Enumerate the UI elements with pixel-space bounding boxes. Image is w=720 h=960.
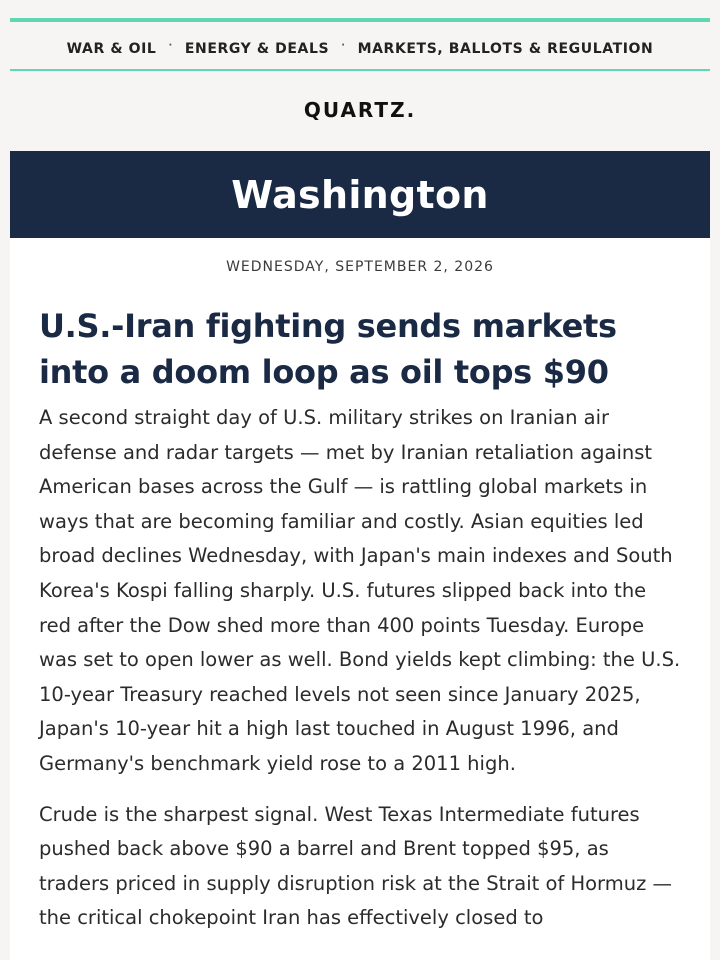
- nav-link-markets-ballots-regulation[interactable]: MARKETS, BALLOTS & REGULATION: [357, 41, 654, 57]
- nav-separator: ·: [341, 39, 346, 51]
- newsletter-banner: Washington: [10, 151, 710, 238]
- issue-date: WEDNESDAY, SEPTEMBER 2, 2026: [226, 259, 494, 275]
- nav-link-energy-deals[interactable]: ENERGY & DEALS: [184, 41, 330, 57]
- section-nav: WAR & OIL · ENERGY & DEALS · MARKETS, BA…: [10, 38, 710, 60]
- article: U.S.-Iran fighting sends markets into a …: [10, 303, 710, 936]
- quartz-logo[interactable]: QUARTZ.: [303, 98, 417, 122]
- nav-link-war-oil[interactable]: WAR & OIL: [66, 41, 157, 57]
- nav-accent-rule: [10, 69, 710, 71]
- article-paragraph: A second straight day of U.S. military s…: [39, 406, 681, 775]
- nav-separator: ·: [168, 39, 173, 51]
- top-accent-rule: [10, 18, 710, 22]
- newsletter-title: Washington: [231, 172, 489, 217]
- article-paragraph: Crude is the sharpest signal. West Texas…: [39, 802, 673, 930]
- article-headline: U.S.-Iran fighting sends markets into a …: [39, 307, 617, 391]
- newsletter-card: Washington WEDNESDAY, SEPTEMBER 2, 2026 …: [10, 151, 710, 960]
